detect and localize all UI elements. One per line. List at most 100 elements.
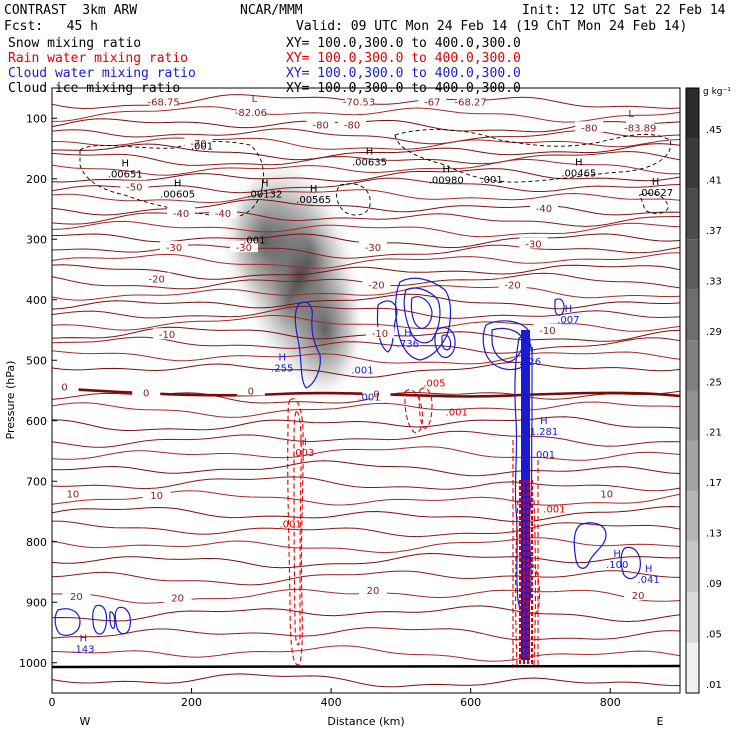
extremum-mark: H bbox=[442, 165, 450, 176]
colorbar: .45 .41 .37 .33 .29 .25 .21 .17 .13 .09 .05 .01 bbox=[685, 87, 722, 694]
isotherm-line bbox=[52, 673, 680, 688]
isotherm-line bbox=[52, 314, 680, 332]
isotherm-line bbox=[52, 537, 680, 554]
colorbar-swatch bbox=[686, 541, 699, 593]
isotherm-line bbox=[52, 350, 680, 365]
colorbar-level-label: .01 bbox=[706, 680, 722, 691]
x-axis-east-label: E bbox=[657, 715, 664, 728]
extremum-value: .255 bbox=[271, 363, 293, 374]
extremum-value: .00635 bbox=[352, 158, 387, 169]
colorbar-level-label: .37 bbox=[706, 226, 722, 237]
forecast-hour: Fcst: 45 h bbox=[4, 19, 98, 34]
isotherm-label: -30 bbox=[365, 243, 381, 254]
cloud-ice-contours bbox=[79, 129, 672, 219]
isotherm-label-bg bbox=[208, 207, 237, 219]
x-tick-label: 200 bbox=[181, 696, 202, 709]
isotherm-label-bg bbox=[132, 386, 161, 398]
extremum-mark: H bbox=[404, 328, 412, 339]
field-xy-rain: XY= 100.0,300.0 to 400.0,300.0 bbox=[286, 51, 521, 66]
isotherm-label: -82.06 bbox=[235, 108, 267, 119]
isotherm-label: 10 bbox=[150, 491, 163, 502]
colorbar-level-label: .05 bbox=[706, 629, 722, 640]
isotherm-label: -80 bbox=[312, 120, 328, 131]
extremum-value: .003 bbox=[292, 448, 314, 459]
colorbar-level-label: .41 bbox=[706, 176, 722, 187]
isotherm-label: 0 bbox=[61, 382, 67, 393]
center-title: NCAR/MMM bbox=[240, 3, 303, 18]
isotherm-label: -30 bbox=[166, 243, 182, 254]
ground-line bbox=[52, 664, 680, 669]
extremum-mark: L bbox=[252, 94, 258, 105]
model-title: CONTRAST 3km ARW bbox=[4, 3, 138, 18]
isotherm-label-bg bbox=[418, 95, 447, 107]
isotherm-label: -67 bbox=[424, 97, 440, 108]
extremum-mark: H bbox=[122, 159, 130, 170]
y-tick-label: 500 bbox=[26, 354, 47, 367]
cloud-water-core bbox=[521, 330, 530, 660]
isotherm-line bbox=[52, 361, 680, 378]
isotherm-label-bg bbox=[153, 328, 182, 340]
extremum-value: .736 bbox=[397, 339, 419, 350]
isotherm-label-bg bbox=[184, 137, 213, 149]
field-name-snow: Snow mixing ratio bbox=[8, 36, 142, 51]
isotherm-line bbox=[52, 430, 680, 448]
y-tick-label: 300 bbox=[26, 233, 47, 246]
isotherm-label: -83.89 bbox=[624, 123, 656, 134]
extremum-mark: H bbox=[80, 634, 88, 645]
colorbar-swatch bbox=[686, 289, 699, 341]
extremum-mark: H bbox=[366, 147, 374, 158]
isotherm-label: 0 bbox=[248, 387, 254, 398]
isotherm-label-bg bbox=[529, 201, 558, 213]
contour-value-label: .001 bbox=[543, 504, 565, 515]
isotherm-line bbox=[52, 252, 680, 269]
colorbar-level-label: .17 bbox=[706, 478, 722, 489]
colorbar-level-label: .21 bbox=[706, 428, 722, 439]
isotherm-label-bg bbox=[362, 278, 391, 290]
isotherm-line bbox=[52, 401, 680, 418]
isotherm-label-bg bbox=[624, 588, 653, 600]
field-xy-snow: XY= 100.0,300.0 to 400.0,300.0 bbox=[286, 36, 521, 51]
y-tick-label: 900 bbox=[26, 596, 47, 609]
isotherm-label-bg bbox=[52, 380, 79, 392]
contour-value-label: .001 bbox=[533, 450, 555, 461]
contour-value-label: .001 bbox=[446, 408, 468, 419]
init-time: Init: 12 UTC Sat 22 Feb 14 bbox=[522, 3, 726, 18]
isotherm-label: -20 bbox=[148, 275, 164, 286]
isotherm-line bbox=[52, 416, 680, 432]
isotherm-line bbox=[52, 305, 680, 319]
extremum-mark: H bbox=[310, 184, 318, 195]
extremum-value: .041 bbox=[637, 575, 659, 586]
y-tick-label: 600 bbox=[26, 415, 47, 428]
extremum-value: .143 bbox=[72, 645, 94, 656]
colorbar-frame bbox=[685, 87, 700, 694]
isotherm-line bbox=[52, 143, 680, 161]
extremum-value: .526 bbox=[519, 357, 541, 368]
extremum-mark: H bbox=[565, 304, 573, 315]
colorbar-swatch bbox=[686, 340, 699, 391]
y-tick-label: 800 bbox=[26, 536, 47, 549]
isotherm-label: -70.53 bbox=[343, 97, 375, 108]
isotherm-line bbox=[52, 570, 680, 586]
extremum-mark: H bbox=[174, 179, 182, 190]
isotherm-line bbox=[52, 552, 680, 569]
isotherm-label-bg bbox=[358, 584, 387, 596]
colorbar-swatch bbox=[686, 88, 699, 139]
isotherm-label: 10 bbox=[67, 489, 80, 500]
x-axis-west-label: W bbox=[80, 715, 91, 728]
colorbar-level-label: .09 bbox=[706, 579, 722, 590]
colorbar-level-label: .13 bbox=[706, 529, 722, 540]
colorbar-swatch bbox=[686, 188, 699, 240]
x-tick-label: 0 bbox=[49, 696, 56, 709]
isotherm-label: -10 bbox=[159, 330, 175, 341]
x-tick-label: 600 bbox=[460, 696, 481, 709]
isotherm-label-bg bbox=[498, 278, 527, 290]
isotherm-label-bg bbox=[160, 241, 189, 253]
extremum-value: .007 bbox=[557, 315, 579, 326]
colorbar-swatch bbox=[686, 440, 699, 492]
extremum-value: .00132 bbox=[247, 190, 282, 201]
isotherm-label: -40 bbox=[536, 204, 552, 215]
contour-value-label: .005 bbox=[423, 379, 445, 390]
extremum-mark: H bbox=[279, 352, 287, 363]
colorbar-level-label: .33 bbox=[706, 276, 722, 287]
isotherm-label: -50 bbox=[126, 183, 142, 194]
